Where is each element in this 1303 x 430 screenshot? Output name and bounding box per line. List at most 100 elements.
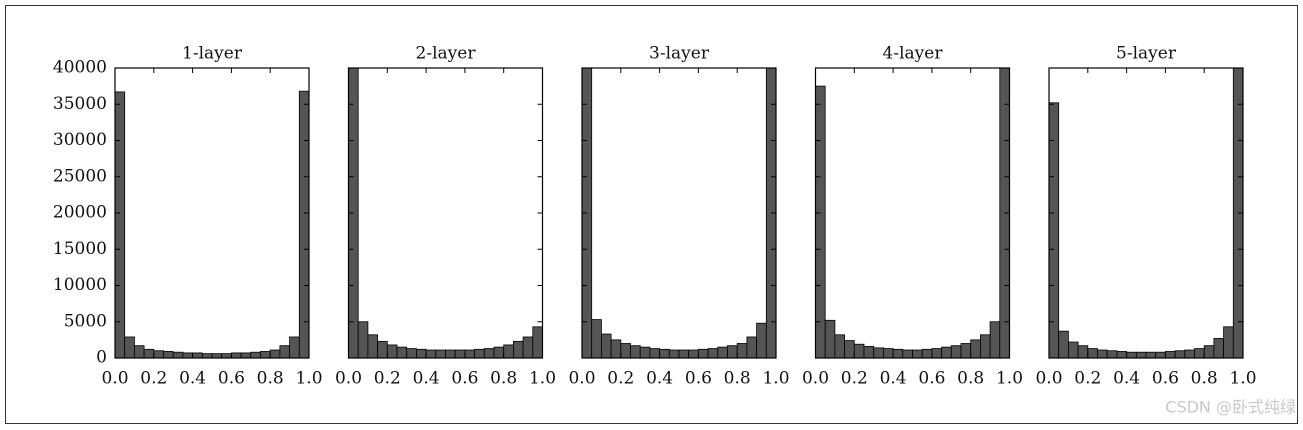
x-tick-label: 0.0 — [802, 369, 829, 389]
bar — [639, 346, 651, 359]
bar — [260, 351, 271, 359]
bar — [921, 348, 933, 359]
bar — [483, 348, 495, 359]
bar — [1058, 330, 1069, 359]
bar — [503, 344, 514, 359]
y-tick-label: 40000 — [53, 58, 107, 78]
y-tick-label: 10000 — [53, 275, 107, 295]
panel-title: 2-layer — [416, 44, 477, 64]
bar — [133, 345, 145, 359]
bar — [1106, 350, 1118, 359]
y-tick-label: 20000 — [53, 203, 107, 223]
bar — [1213, 338, 1225, 359]
bar — [1203, 345, 1215, 359]
bar — [970, 339, 981, 359]
bar — [834, 334, 846, 359]
x-tick-label: 1.0 — [1229, 369, 1256, 389]
x-tick-label: 0.4 — [179, 369, 206, 389]
bar — [853, 343, 865, 359]
bar — [386, 344, 398, 359]
bar — [192, 352, 203, 359]
bar — [1097, 349, 1108, 359]
bar — [931, 348, 943, 359]
bar — [1077, 345, 1089, 359]
x-tick-label: 0.0 — [335, 369, 362, 389]
bar — [678, 349, 690, 359]
x-tick-label: 1.0 — [529, 369, 556, 389]
bar — [425, 349, 437, 359]
bar — [406, 348, 417, 359]
bar — [960, 343, 972, 359]
bar — [532, 326, 543, 359]
bar — [698, 348, 709, 359]
bar — [649, 348, 661, 359]
axes-frame — [814, 67, 1011, 359]
bar — [941, 346, 952, 359]
x-tick-label: 0.8 — [724, 369, 751, 389]
bar — [1174, 350, 1186, 359]
bar — [201, 353, 213, 359]
bar — [182, 352, 193, 359]
panel-title: 1-layer — [182, 44, 243, 64]
x-tick-label: 0.0 — [101, 369, 128, 389]
bar — [172, 351, 184, 359]
bar — [114, 91, 126, 359]
bar — [746, 336, 758, 359]
bar — [279, 345, 290, 359]
bar — [435, 349, 446, 359]
bar — [950, 345, 962, 359]
bar — [980, 334, 991, 359]
bar — [815, 85, 826, 359]
bar — [591, 319, 602, 359]
bar — [659, 348, 670, 359]
x-tick-label: 1.0 — [762, 369, 789, 389]
bar — [844, 340, 855, 359]
x-tick-label: 0.6 — [918, 369, 945, 389]
bar — [912, 349, 923, 359]
bar — [688, 349, 699, 359]
bar — [610, 339, 622, 359]
y-tick-label: 5000 — [64, 311, 107, 331]
bar — [522, 336, 534, 359]
x-tick-label: 0.4 — [413, 369, 440, 389]
bar — [415, 348, 427, 359]
x-tick-label: 0.6 — [685, 369, 712, 389]
bar — [143, 348, 155, 359]
bar — [883, 348, 894, 359]
bar — [892, 348, 904, 359]
bar — [367, 334, 378, 359]
bar — [464, 349, 475, 359]
bar — [1145, 351, 1157, 359]
bar — [717, 346, 728, 359]
x-tick-label: 0.0 — [1035, 369, 1062, 389]
bar — [240, 352, 252, 359]
bar — [1116, 351, 1128, 359]
bar — [707, 348, 719, 359]
x-tick-label: 0.8 — [490, 369, 517, 389]
x-tick-label: 1.0 — [996, 369, 1023, 389]
axes-frame — [347, 67, 544, 359]
axes-frame — [581, 67, 777, 359]
y-tick-label: 35000 — [53, 94, 107, 114]
x-tick-label: 0.2 — [140, 369, 167, 389]
bar — [620, 343, 631, 359]
x-tick-label: 0.2 — [607, 369, 634, 389]
panel-title: 4-layer — [883, 44, 944, 64]
x-tick-label: 0.0 — [568, 369, 595, 389]
x-tick-label: 0.4 — [880, 369, 907, 389]
bar — [230, 352, 242, 359]
bar — [474, 348, 485, 359]
x-tick-label: 0.6 — [1152, 369, 1179, 389]
x-tick-label: 0.8 — [1191, 369, 1218, 389]
bar — [163, 351, 174, 359]
x-tick-label: 0.8 — [257, 369, 284, 389]
bar — [1165, 351, 1176, 359]
bar — [493, 346, 505, 359]
frame — [5, 5, 1298, 424]
bar — [298, 90, 310, 359]
bar — [250, 351, 261, 359]
bar — [668, 349, 680, 359]
y-tick-label: 15000 — [53, 239, 107, 259]
bar — [630, 345, 641, 359]
